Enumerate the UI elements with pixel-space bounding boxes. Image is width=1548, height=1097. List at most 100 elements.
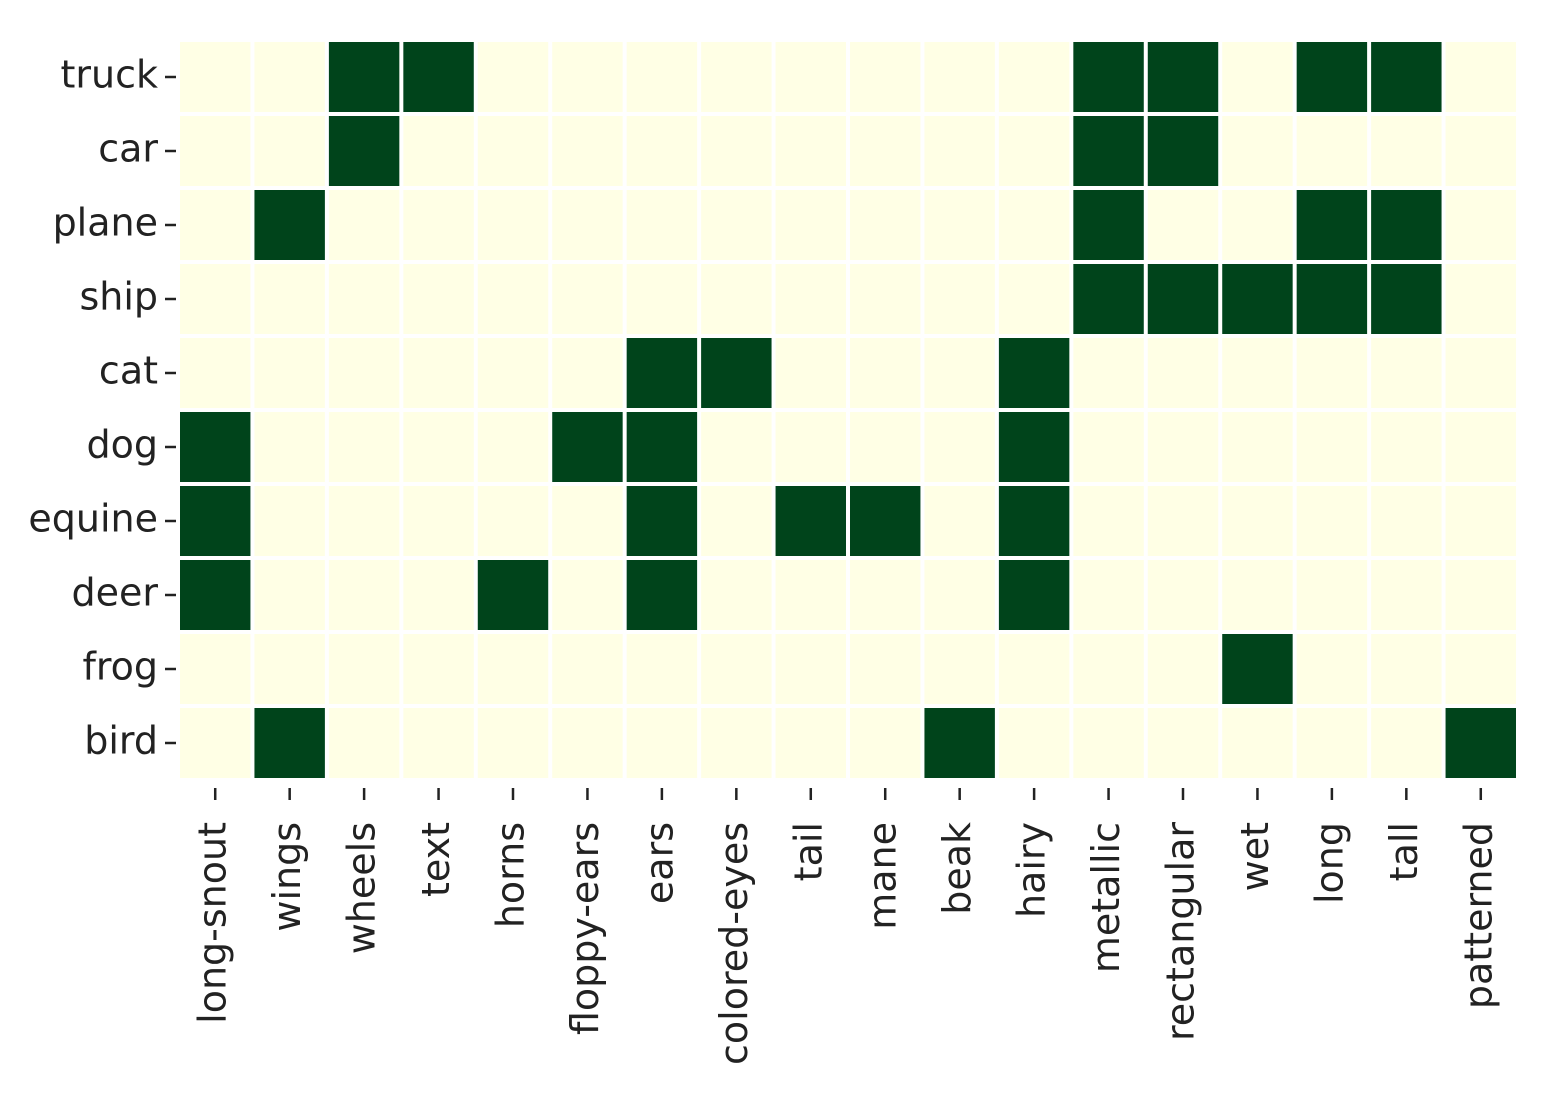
heatmap-cell [1445,412,1516,482]
heatmap-cell [1147,264,1219,334]
heatmap-cell [328,708,400,778]
heatmap-cell [1222,338,1293,408]
y-tick-label: cat [99,349,158,393]
y-tick-label: car [98,127,158,171]
heatmap-cell [850,42,921,112]
heatmap-cell [850,338,921,408]
heatmap-cell [552,634,623,704]
heatmap-cell [328,634,400,704]
x-tick-label: text [414,822,458,897]
heatmap-cell [775,264,846,334]
heatmap-cell [924,264,995,334]
heatmap-cell [403,634,474,704]
heatmap-cell [701,708,772,778]
heatmap-cell [1073,338,1144,408]
heatmap-cell [924,338,995,408]
heatmap-cell [850,190,921,260]
heatmap-cell [1073,486,1144,556]
y-tick-label: frog [82,645,158,689]
heatmap-cell [254,486,325,556]
heatmap-cell [1371,634,1442,704]
heatmap-cell [254,412,325,482]
heatmap-cell [1147,412,1219,482]
heatmap-cell [180,338,251,408]
heatmap-cell [1073,634,1144,704]
heatmap-cell [998,338,1070,408]
heatmap-cell [1445,338,1516,408]
heatmap-cell [626,560,698,630]
heatmap-cell [403,116,474,186]
heatmap-cell [1073,190,1144,260]
heatmap-cell [477,560,549,630]
heatmap-cell [775,190,846,260]
heatmap-cell [1222,116,1293,186]
heatmap-cell [180,486,251,556]
heatmap-cell [1222,190,1293,260]
heatmap-cell [552,42,623,112]
y-tick-label: equine [28,497,158,541]
heatmap-cell [998,116,1070,186]
heatmap-cell [775,116,846,186]
x-tick-label: patterned [1456,822,1500,1009]
heatmap-cell [1296,412,1368,482]
heatmap-cell [626,708,698,778]
heatmap-cell [1445,264,1516,334]
heatmap-cell [924,412,995,482]
heatmap-cell [626,338,698,408]
heatmap-cell [775,338,846,408]
x-tick-label: tail [786,822,830,881]
heatmap-cell [850,634,921,704]
heatmap-cell [1445,560,1516,630]
heatmap-cell [328,116,400,186]
heatmap-cell [403,190,474,260]
heatmap-cell [403,708,474,778]
heatmap-cell [1371,264,1442,334]
heatmap-cell [180,264,251,334]
x-tick-label: wings [265,822,309,932]
heatmap-cell [924,190,995,260]
heatmap-cell [552,412,623,482]
heatmap-cell [477,708,549,778]
heatmap-cell [254,116,325,186]
heatmap-cell [850,560,921,630]
heatmap-cell [701,412,772,482]
x-tick-label: long-snout [191,822,235,1024]
heatmap-cell [328,190,400,260]
heatmap-cell [701,338,772,408]
heatmap-cell [924,708,995,778]
heatmap-cell [701,264,772,334]
heatmap-cell [998,190,1070,260]
y-tick-label: bird [84,719,158,763]
heatmap-cell [1371,190,1442,260]
heatmap-cell [1147,338,1219,408]
heatmap-cell [1147,42,1219,112]
heatmap-cell [328,264,400,334]
heatmap-cell [180,412,251,482]
heatmap-cell [552,486,623,556]
heatmap-cell [626,486,698,556]
heatmap-cell [403,412,474,482]
heatmap-cell [1073,560,1144,630]
heatmap-cell [552,190,623,260]
heatmap-cell [1445,708,1516,778]
y-tick-label: plane [53,201,158,245]
heatmap-cell [1222,486,1293,556]
heatmap-cell [1296,560,1368,630]
y-tick-label: ship [79,275,158,319]
heatmap-cell [1296,486,1368,556]
heatmap-cell [1073,116,1144,186]
heatmap-cell [180,560,251,630]
heatmap-cell [1445,116,1516,186]
heatmap-cell [403,264,474,334]
y-tick-label: truck [60,53,158,97]
heatmap-cell [328,560,400,630]
heatmap-cell [1296,634,1368,704]
heatmap-cell [775,634,846,704]
heatmap-cell [403,560,474,630]
heatmap-cell [1445,42,1516,112]
heatmap-cell [477,338,549,408]
heatmap-cell [701,560,772,630]
heatmap-cell [477,42,549,112]
heatmap-cell [775,412,846,482]
heatmap-cell [626,634,698,704]
